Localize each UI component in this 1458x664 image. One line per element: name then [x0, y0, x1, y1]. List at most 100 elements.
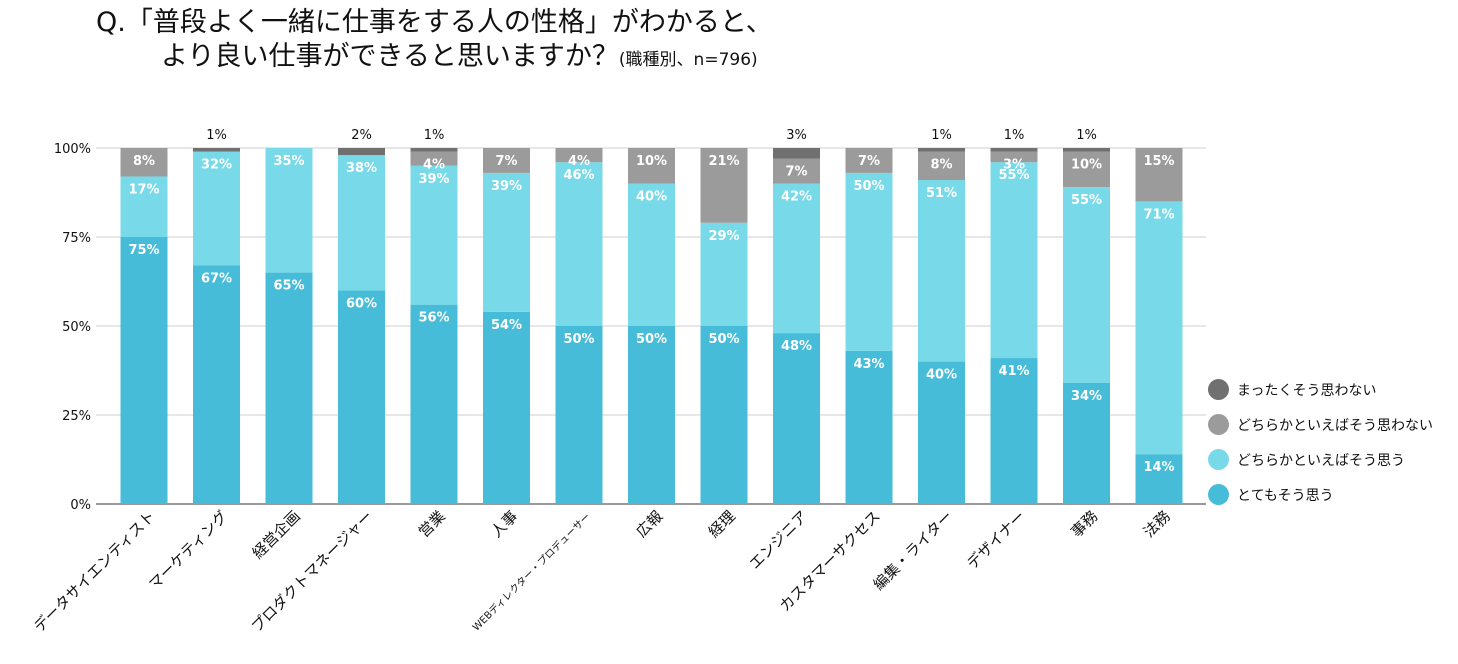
x-category-label: 経理: [705, 507, 739, 541]
bar-segment-s1: [338, 155, 385, 291]
bar-segment-s2: [700, 148, 748, 223]
legend-item: とてもそう思う: [1208, 477, 1433, 512]
x-category-label: 事務: [1067, 507, 1101, 541]
bar-segment-s0: [700, 326, 748, 504]
bar-segment-s1: [120, 176, 168, 237]
x-category-label: 広報: [632, 507, 666, 541]
outside-data-label: 1%: [1004, 128, 1025, 143]
data-label: 15%: [1143, 154, 1174, 169]
bar-segment-s1: [410, 165, 458, 305]
bar-segment-s0: [1063, 382, 1110, 504]
bar-segment-s2: [483, 148, 530, 173]
legend-item: どちらかといえばそう思う: [1208, 442, 1433, 477]
bar-segment-s2: [120, 148, 168, 177]
bar-segment-s2: [773, 158, 820, 184]
data-label: 41%: [998, 364, 1029, 379]
outside-data-label: 1%: [931, 128, 952, 143]
bar-segment-s1: [555, 162, 603, 326]
bar-segment-s3: [1063, 148, 1110, 152]
data-label: 32%: [201, 158, 232, 173]
y-tick-label: 100%: [54, 142, 91, 157]
chart-title: Q.「普段よく一緒に仕事をする人の性格」がわかると、 より良い仕事ができると思い…: [96, 6, 773, 77]
data-label: 29%: [708, 229, 739, 244]
legend-swatch: [1208, 449, 1229, 470]
data-label: 60%: [346, 296, 377, 311]
data-label: 40%: [636, 190, 667, 205]
x-category-label: プロダクトマネージャー: [248, 507, 377, 636]
bar-segment-s2: [1063, 151, 1110, 188]
data-label: 34%: [1071, 389, 1102, 404]
data-label: 10%: [636, 154, 667, 169]
data-label: 43%: [853, 357, 884, 372]
data-label: 39%: [418, 172, 449, 187]
bar-segment-s1: [1063, 187, 1110, 383]
outside-data-label: 2%: [351, 128, 372, 143]
bar-segment-s0: [483, 311, 530, 504]
data-label: 50%: [563, 332, 594, 347]
bar-segment-s0: [773, 333, 820, 504]
legend-label: まったくそう思わない: [1237, 382, 1377, 399]
bar-segment-s3: [990, 148, 1038, 152]
outside-data-label: 1%: [1076, 128, 1097, 143]
bar-segment-s0: [265, 272, 313, 504]
data-label: 50%: [708, 332, 739, 347]
bar-segment-s2: [628, 148, 675, 184]
x-category-label: エンジニア: [746, 507, 812, 573]
data-label: 71%: [1143, 207, 1174, 222]
legend-label: どちらかといえばそう思う: [1237, 452, 1405, 469]
bar-segment-s2: [555, 148, 603, 163]
x-category-label: 経営企画: [249, 507, 304, 562]
legend-item: まったくそう思わない: [1208, 372, 1433, 407]
data-label: 21%: [708, 154, 739, 169]
bar-segment-s1: [773, 183, 820, 334]
x-category-label: 法務: [1140, 507, 1174, 541]
bar-segment-s1: [628, 183, 675, 326]
data-label: 55%: [998, 168, 1029, 183]
outside-data-label: 1%: [424, 128, 445, 143]
bar-segment-s0: [555, 326, 603, 504]
data-label: 4%: [423, 158, 445, 173]
bar-segment-s0: [845, 350, 893, 504]
bar-segment-s3: [338, 148, 385, 156]
bar-segment-s2: [845, 148, 893, 173]
data-label: 51%: [926, 186, 957, 201]
outside-data-label: 1%: [206, 128, 227, 143]
data-label: 56%: [418, 311, 449, 326]
data-label: 75%: [128, 243, 159, 258]
data-label: 65%: [273, 279, 304, 294]
bar-segment-s2: [410, 151, 458, 166]
bar-segment-s3: [918, 148, 965, 152]
bar-segment-s0: [120, 237, 168, 504]
y-tick-label: 75%: [62, 231, 91, 246]
bar-segment-s0: [628, 326, 675, 504]
data-label: 3%: [1003, 158, 1025, 173]
x-category-label: デザイナー: [963, 507, 1029, 573]
title-line-2-main: より良い仕事ができると思いますか？: [161, 41, 619, 72]
bar-segment-s1: [700, 222, 748, 326]
data-label: 42%: [781, 190, 812, 205]
x-category-label: 人事: [487, 507, 521, 541]
bar-segment-s2: [918, 151, 965, 181]
y-tick-label: 0%: [70, 498, 91, 513]
bar-segment-s0: [410, 304, 458, 504]
data-label: 7%: [858, 154, 880, 169]
legend-swatch: [1208, 414, 1229, 435]
bar-segment-s0: [338, 290, 385, 504]
data-label: 54%: [491, 318, 522, 333]
x-category-label: データサイエンティスト: [30, 507, 159, 636]
data-label: 67%: [201, 271, 232, 286]
data-label: 40%: [926, 368, 957, 383]
bar-segment-s3: [410, 148, 458, 152]
bar-segment-s1: [845, 172, 893, 351]
bar-segment-s3: [193, 148, 240, 152]
data-label: 38%: [346, 161, 377, 176]
bar-segment-s0: [193, 265, 240, 504]
legend-item: どちらかといえばそう思わない: [1208, 407, 1433, 442]
bar-segment-s2: [1135, 148, 1183, 202]
bar-segment-s1: [918, 180, 965, 362]
bar-segment-s1: [193, 151, 240, 266]
chart-legend: まったくそう思わないどちらかといえばそう思わないどちらかといえばそう思うとてもそ…: [1208, 372, 1433, 512]
y-tick-label: 25%: [62, 409, 91, 424]
data-label: 55%: [1071, 193, 1102, 208]
